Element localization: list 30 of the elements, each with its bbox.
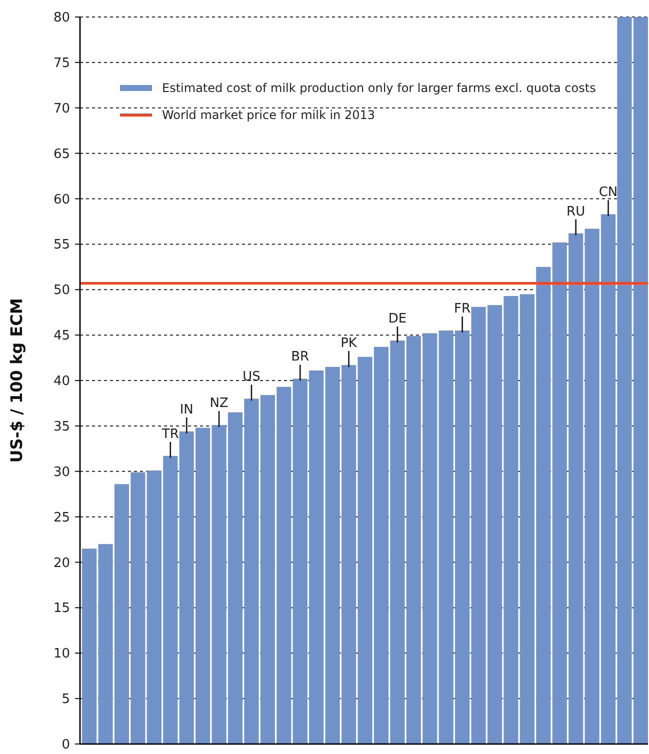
- y-tick-label: 60: [53, 192, 70, 208]
- y-tick-label: 45: [53, 328, 70, 344]
- x-tick-label: BR: [291, 350, 310, 365]
- x-tick-label: CN: [598, 185, 618, 200]
- y-tick-label: 30: [53, 464, 70, 480]
- x-tick-label: IN: [180, 402, 194, 418]
- x-tick-label: DE: [388, 312, 407, 327]
- x-tick-label: RU: [566, 204, 586, 220]
- y-tick-label: 35: [53, 419, 70, 434]
- x-tick-label: NZ: [210, 396, 228, 412]
- y-tick-label: 70: [53, 101, 70, 116]
- x-tick-label: TR: [160, 426, 179, 442]
- legend-label: Estimated cost of milk production only for larger farms excl. quota costs: [162, 81, 596, 96]
- y-axis-title: US-$ / 100 kg ECM: [7, 298, 26, 463]
- y-tick-label: 55: [53, 238, 70, 253]
- x-tick-label: PK: [340, 336, 358, 352]
- y-tick-label: 65: [53, 146, 70, 162]
- y-tick-label: 50: [53, 283, 70, 298]
- legend-label: World market price for milk in 2013: [162, 108, 376, 122]
- y-tick-label: 75: [53, 56, 70, 71]
- y-tick-label: 80: [53, 10, 70, 26]
- y-tick-label: 10: [53, 646, 70, 662]
- x-tick-label: FR: [454, 302, 471, 317]
- y-tick-label: 25: [53, 510, 70, 526]
- y-tick-label: 20: [53, 556, 70, 571]
- x-tick-label: US: [242, 370, 260, 385]
- y-tick-label: 0: [62, 738, 70, 753]
- y-tick-label: 40: [53, 374, 70, 390]
- y-tick-label: 15: [53, 601, 70, 616]
- y-tick-label: 5: [62, 692, 70, 708]
